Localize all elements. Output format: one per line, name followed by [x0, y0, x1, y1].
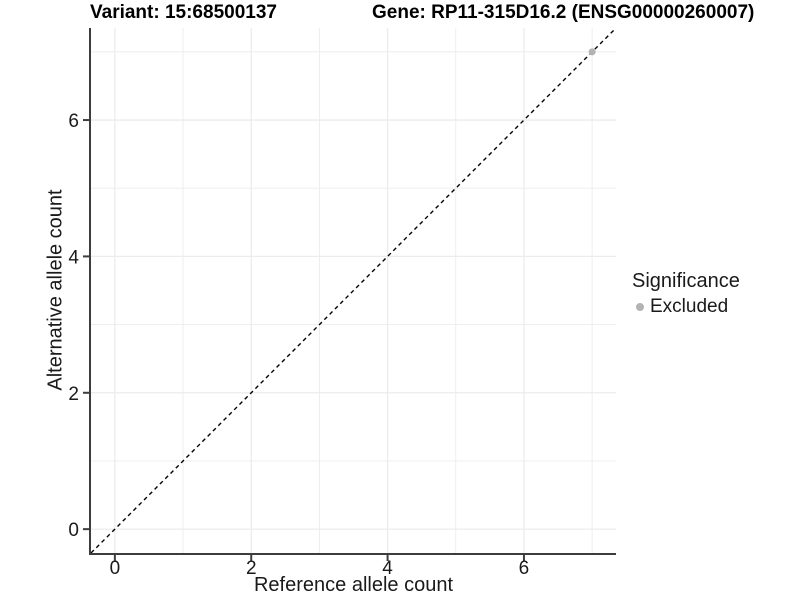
x-tick-label: 6: [519, 558, 530, 579]
legend: Significance Excluded: [632, 270, 740, 318]
y-tick-label: 6: [68, 111, 79, 132]
x-tick-label: 2: [246, 558, 257, 579]
x-tick-label: 4: [382, 558, 393, 579]
y-tick-label: 2: [68, 384, 79, 405]
x-tick-label: 0: [110, 558, 121, 579]
y-tick-label: 4: [68, 247, 79, 268]
identity-line: [90, 27, 617, 554]
x-axis-title: Reference allele count: [253, 574, 453, 596]
gene-title: Gene: RP11-315D16.2 (ENSG00000260007): [372, 2, 755, 23]
data-point: [588, 48, 596, 56]
legend-point-icon: [636, 303, 644, 311]
y-tick-label: 0: [68, 520, 79, 541]
y-axis-title: Alternative allele count: [44, 189, 67, 391]
variant-title: Variant: 15:68500137: [90, 2, 277, 23]
legend-item-label: Excluded: [650, 296, 729, 317]
legend-item-excluded: Excluded: [632, 296, 740, 318]
legend-title: Significance: [632, 270, 740, 292]
